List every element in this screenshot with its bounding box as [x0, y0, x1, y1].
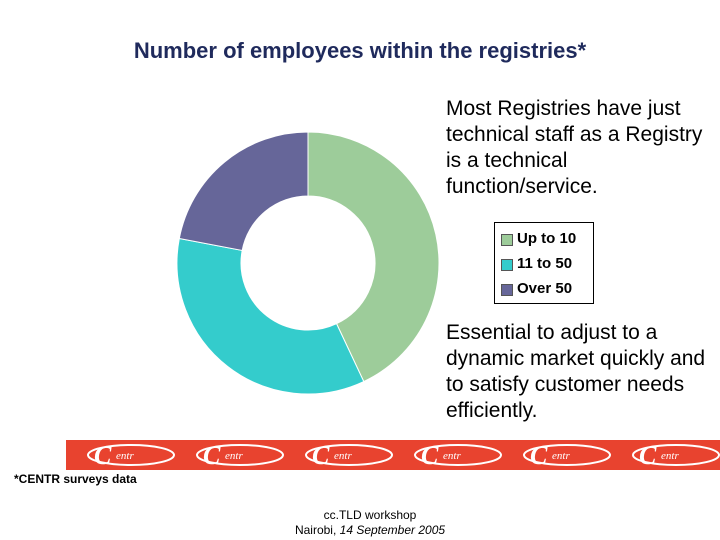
donut-slice-3 [178, 131, 309, 252]
footer-line2: Nairobi, 14 September 2005 [0, 523, 720, 538]
svg-text:entr: entr [225, 450, 243, 462]
page-title: Number of employees within the registrie… [133, 38, 587, 63]
footnote: *CENTR surveys data [14, 472, 137, 486]
donut-slice-1 [307, 131, 440, 383]
legend-swatch [501, 284, 513, 296]
footer: cc.TLD workshop Nairobi, 14 September 20… [0, 508, 720, 538]
svg-text:C: C [530, 442, 548, 468]
svg-text:entr: entr [334, 450, 352, 462]
note-bottom: Essential to adjust to a dynamic market … [446, 321, 706, 422]
footer-line1: cc.TLD workshop [323, 508, 417, 522]
donut-slice-2 [176, 237, 365, 395]
svg-text:entr: entr [552, 450, 570, 462]
svg-text:entr: entr [443, 450, 461, 462]
footer-date: 14 September 2005 [339, 523, 446, 537]
footer-place: Nairobi, [294, 523, 337, 537]
legend-label: 11 to 50 [517, 255, 573, 272]
svg-text:C: C [94, 442, 112, 468]
note-top: Most Registries have just technical staf… [446, 97, 703, 198]
svg-text:C: C [312, 442, 330, 468]
donut-chart [176, 131, 440, 395]
svg-text:C: C [639, 442, 657, 468]
svg-text:C: C [421, 442, 439, 468]
svg-text:entr: entr [661, 450, 679, 462]
chart-legend: Up to 10 11 to 50 Over 50 [494, 222, 594, 304]
svg-text:entr: entr [116, 450, 134, 462]
legend-label: Over 50 [517, 280, 573, 297]
legend-label: Up to 10 [517, 230, 577, 247]
legend-swatch [501, 259, 513, 271]
svg-text:C: C [203, 442, 221, 468]
legend-swatch [501, 234, 513, 246]
